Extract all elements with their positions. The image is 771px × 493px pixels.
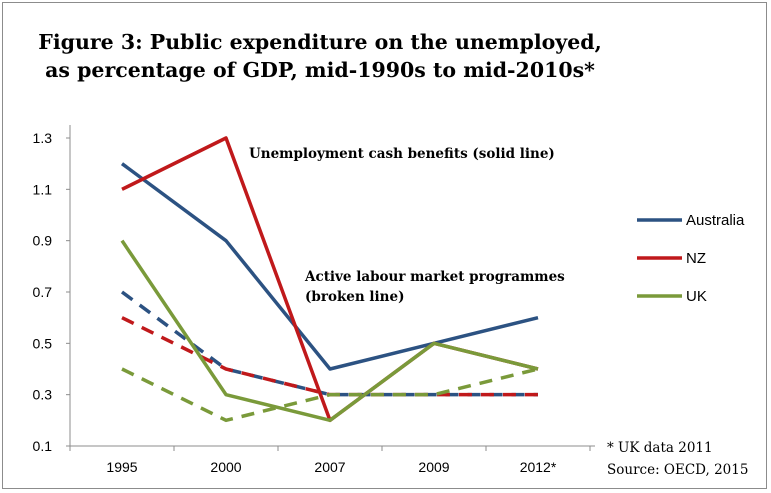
x-tick-label: 2007 [314,459,345,475]
series-lines [120,136,539,423]
legend-label: Australia [686,212,745,229]
chart-title: Figure 3: Public expenditure on the unem… [0,28,640,84]
chart-title-line-1: Figure 3: Public expenditure on the unem… [38,30,602,54]
y-tick-label: 0.5 [33,335,53,351]
chart-title-line-2: as percentage of GDP, mid-1990s to mid-2… [45,58,595,82]
x-tick-label: 2012* [520,459,557,475]
y-tick-label: 0.9 [33,233,53,249]
y-tick-labels: 0.1 0.3 0.5 0.7 0.9 1.1 1.3 [33,130,70,454]
axes [69,125,595,447]
legend-label: UK [686,288,707,305]
x-tick-label: 2009 [418,459,449,475]
source-note: Source: OECD, 2015 [607,462,748,478]
series-line-uk-cash [120,239,539,423]
annotation-almp-line-1: Active labour market programmes [304,269,565,285]
y-tick-label: 0.7 [33,284,53,300]
y-tick-label: 0.1 [33,438,53,454]
annotation-almp-line-2: (broken line) [305,289,404,305]
x-tick-labels: 1995 2000 2007 2009 2012* [69,446,591,475]
footnote-uk-data: * UK data 2011 [607,440,713,456]
series-line-uk-almp [121,367,539,423]
legend: Australia NZ UK [637,212,745,305]
y-tick-label: 1.3 [33,130,53,146]
y-tick-label: 1.1 [33,181,53,197]
y-tick-label: 0.3 [33,387,53,403]
x-tick-label: 2000 [210,459,241,475]
series-line-australia-cash [120,162,539,371]
series-line-australia-almp [120,290,538,397]
series-line-nz-almp [121,316,538,397]
legend-label: NZ [686,250,706,267]
x-tick-label: 1995 [106,459,137,475]
annotation-cash-benefits: Unemployment cash benefits (solid line) [249,146,555,162]
